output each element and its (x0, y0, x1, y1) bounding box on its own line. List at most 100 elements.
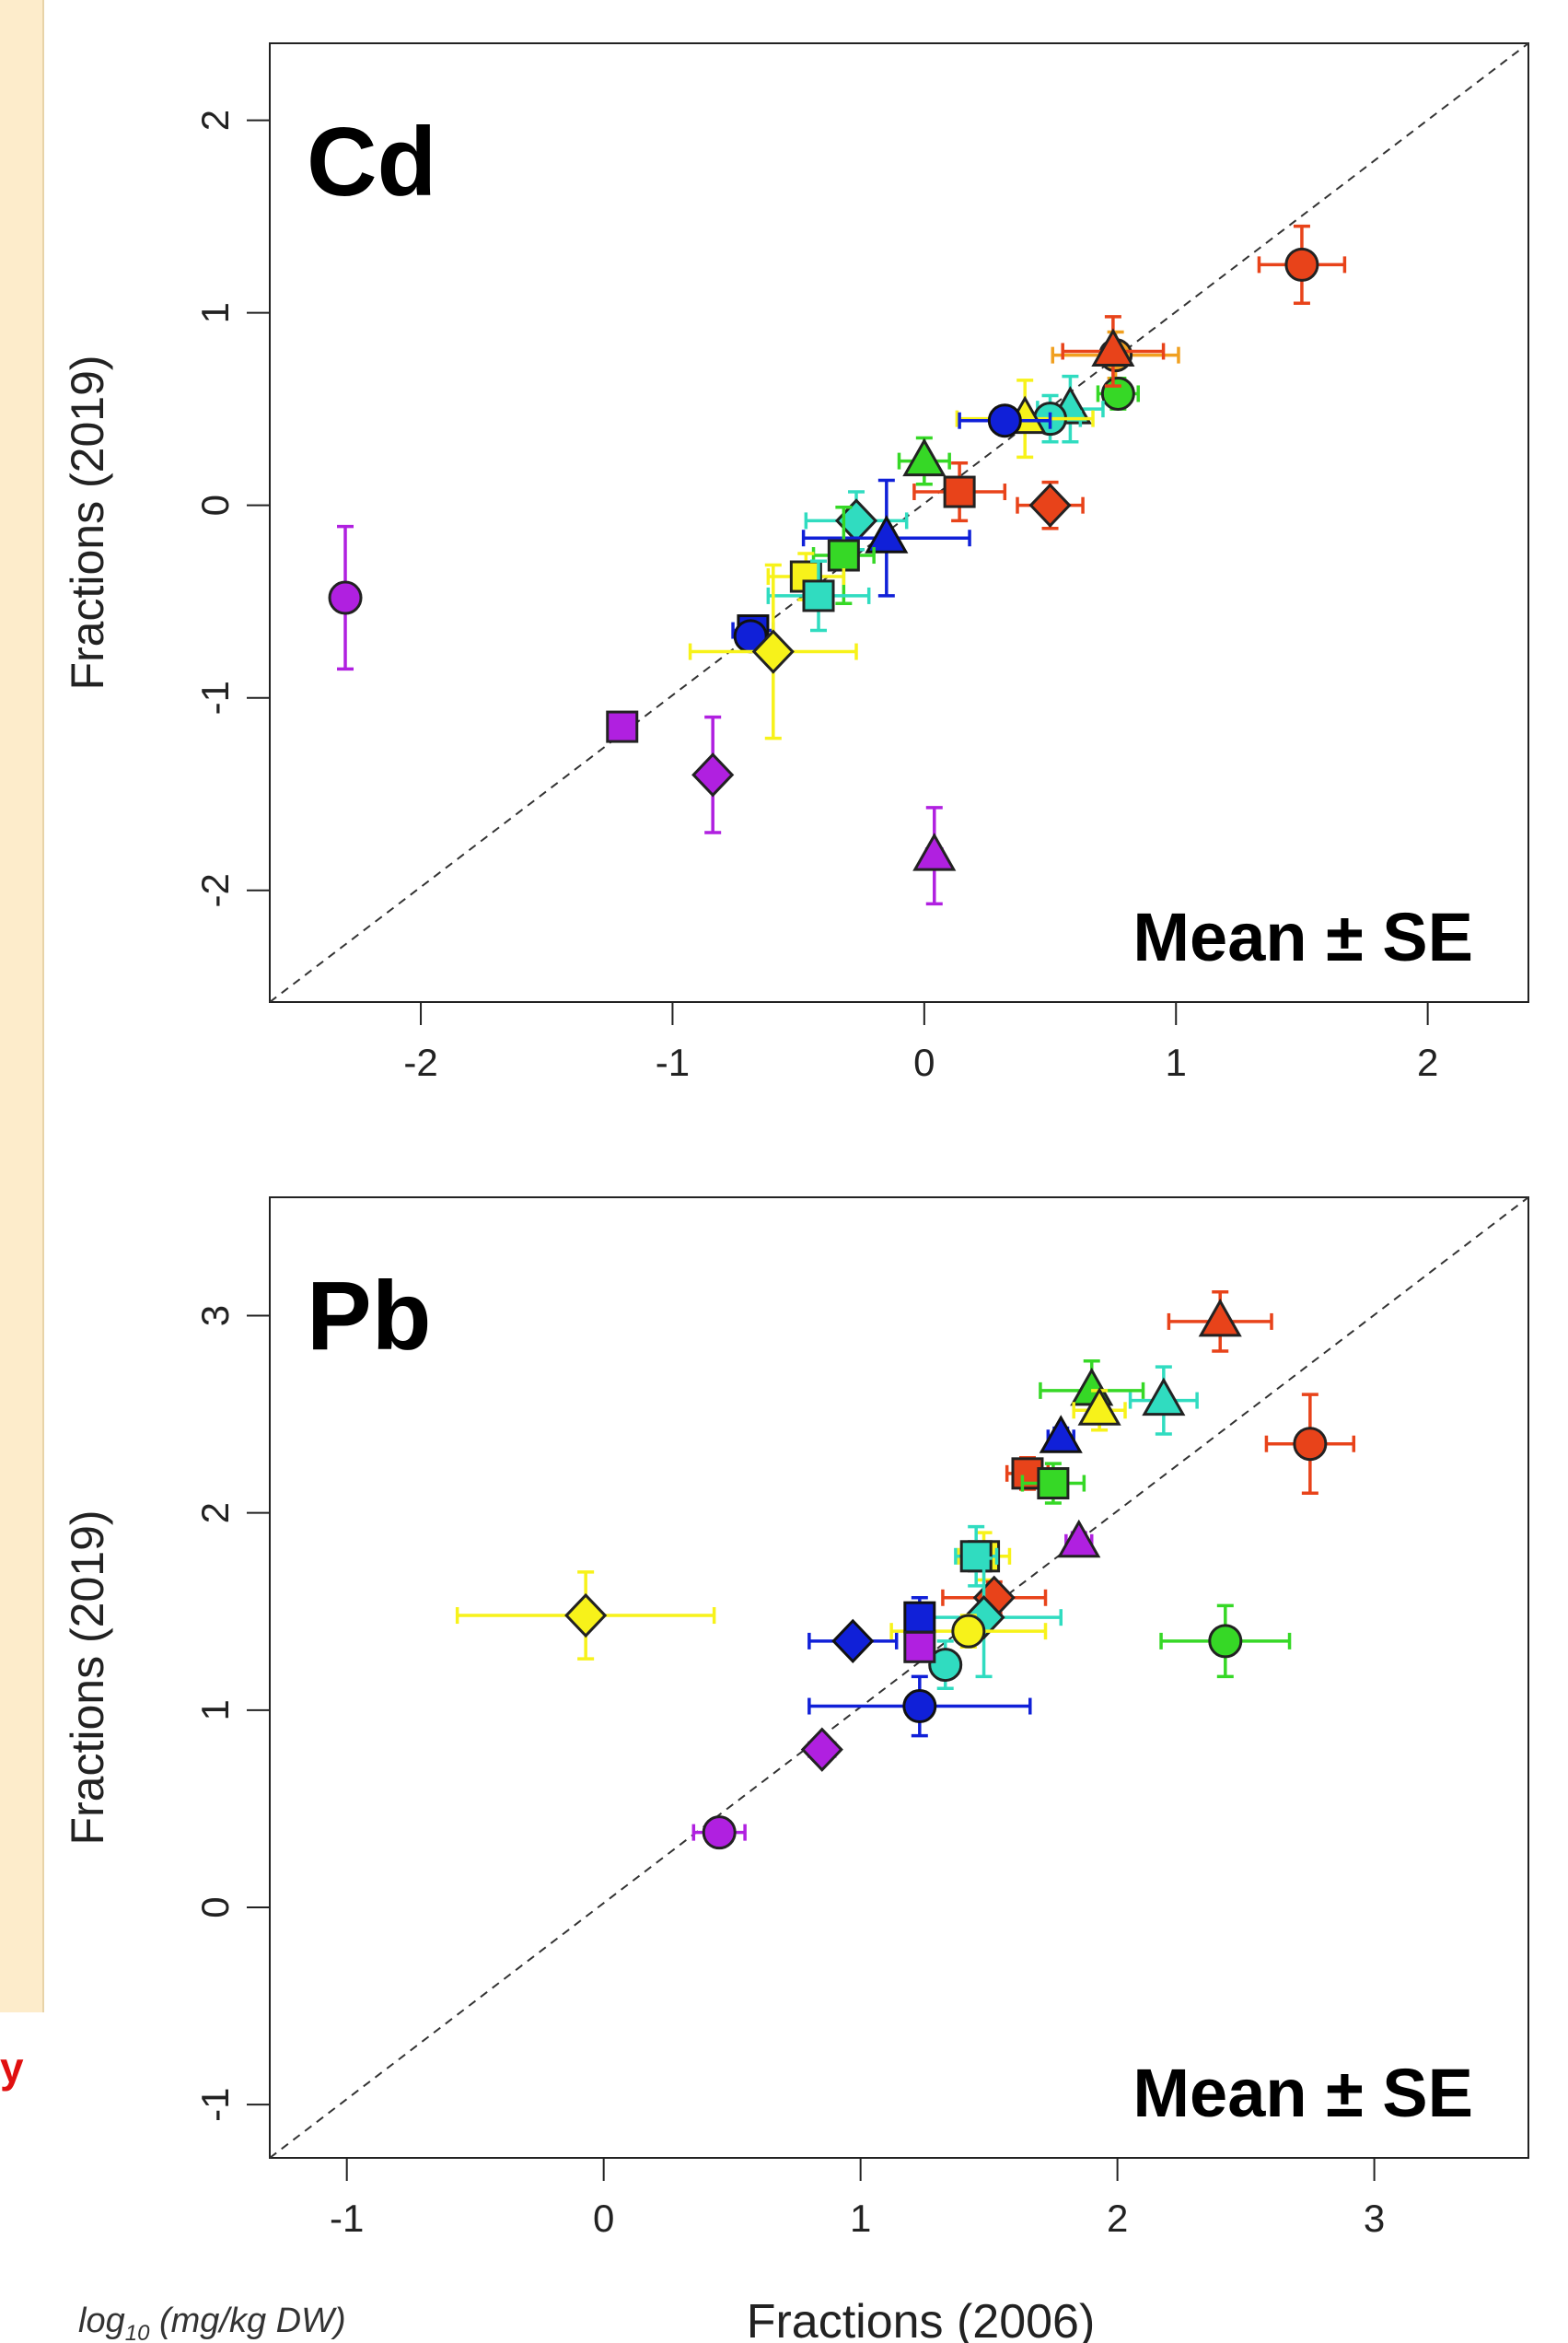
marker-triangle (902, 437, 947, 477)
y-tick-label: -2 (193, 873, 237, 907)
x-tick-label: 0 (593, 2197, 614, 2240)
marker-circle (987, 403, 1022, 438)
marker-circle (951, 1614, 986, 1649)
marker-diamond (564, 1592, 608, 1638)
marker-diamond (751, 629, 795, 674)
units-log: log (78, 2302, 125, 2340)
marker-square (943, 475, 976, 508)
y-tick-label: 1 (193, 302, 237, 323)
marker-square (802, 579, 835, 612)
marker-triangle (912, 833, 957, 871)
data-point (912, 460, 1007, 523)
units-subscript: 10 (125, 2321, 150, 2343)
chart-panel-cd: -2 -1 0 1 2 -2 -1 0 1 2 Fractions (2019) Cd Mean ± S… (62, 42, 1529, 1084)
panel-label: Cd (307, 108, 436, 216)
marker-triangle (1077, 1387, 1121, 1426)
y-tick-label: 2 (193, 1502, 237, 1523)
marker-square (1037, 1467, 1070, 1500)
marker-diamond (800, 1727, 843, 1772)
data-point (1020, 1462, 1086, 1505)
data-point (800, 1727, 843, 1772)
marker-triangle (1142, 1377, 1186, 1416)
data-point (328, 524, 363, 671)
data-point (912, 806, 957, 906)
x-tick-label: 1 (850, 2197, 871, 2240)
marker-square (903, 1601, 936, 1634)
data-point (811, 506, 876, 606)
marker-square (606, 710, 639, 743)
marker-circle (1100, 376, 1135, 411)
side-panel (0, 0, 44, 2012)
x-tick-label: -1 (330, 2197, 364, 2240)
marker-square (959, 1540, 993, 1573)
marker-diamond (1028, 483, 1072, 528)
y-tick-label: -1 (193, 681, 237, 715)
marker-diamond (691, 752, 735, 798)
y-axis-label: Fractions (2019) (62, 355, 113, 690)
data-point (606, 710, 639, 743)
data-point (766, 559, 871, 633)
data-point (928, 1639, 963, 1691)
marker-circle (702, 1815, 737, 1850)
data-point (1128, 1365, 1199, 1436)
marker-circle (902, 1689, 937, 1724)
marker-triangle (1198, 1298, 1242, 1337)
units-rest: (mg/kg DW) (149, 2302, 345, 2340)
y-tick-label: 2 (193, 110, 237, 131)
reference-line (269, 42, 1529, 1003)
marker-circle (928, 1648, 963, 1683)
data-point (455, 1570, 716, 1661)
marker-circle (328, 580, 363, 615)
data-point (691, 715, 735, 834)
data-point (1167, 1290, 1273, 1353)
data-point (1072, 1387, 1127, 1432)
y-axis-label: Fractions (2019) (62, 1510, 113, 1845)
marker-square (827, 539, 860, 572)
x-axis-label: Fractions (2006) (747, 2295, 1096, 2343)
y-tick-label: 3 (193, 1305, 237, 1326)
data-point (1257, 224, 1347, 305)
data-point (1057, 1519, 1101, 1558)
units-label: log10 (mg/kg DW) (78, 2302, 346, 2343)
svg-text:log10 (mg/kg DW): log10 (mg/kg DW) (78, 2302, 346, 2343)
mean-se-annotation: Mean ± SE (1132, 2055, 1473, 2131)
x-tick-label: 0 (913, 1041, 935, 1084)
marker-diamond (831, 1618, 875, 1664)
plot-frame (269, 42, 1529, 1003)
x-tick-label: 3 (1364, 2197, 1385, 2240)
panel-label: Pb (307, 1262, 431, 1370)
data-point (807, 1674, 1032, 1738)
x-tick-label: 2 (1107, 2197, 1128, 2240)
y-tick-label: 1 (193, 1699, 237, 1720)
data-point (691, 1815, 747, 1850)
data-point (1039, 1415, 1083, 1453)
x-tick-label: 2 (1417, 1041, 1438, 1084)
marker-triangle (1091, 328, 1135, 367)
y-tick-label: 0 (193, 495, 237, 516)
x-tick-label: -1 (656, 1041, 690, 1084)
data-point (903, 1630, 936, 1663)
data-point (1159, 1603, 1292, 1679)
x-tick-label: 1 (1166, 1041, 1187, 1084)
marker-circle (1284, 247, 1319, 282)
reference-line (269, 1196, 1529, 2159)
marker-triangle (1039, 1415, 1083, 1453)
data-point (1264, 1393, 1356, 1496)
data-point (954, 1524, 999, 1588)
data-point (807, 1618, 899, 1664)
data-point (1061, 315, 1166, 388)
marker-circle (1208, 1624, 1243, 1659)
data-point (801, 478, 971, 598)
data-point (1016, 480, 1085, 530)
marker-circle (1293, 1427, 1328, 1462)
side-panel-text: y (0, 2044, 24, 2092)
marker-triangle (1057, 1519, 1101, 1558)
marker-square (903, 1630, 936, 1663)
chart-panel-pb: -1 0 1 2 3 -1 0 1 2 3 Fractions (2019) Pb Mean ± SE (62, 1196, 1529, 2240)
data-points (328, 224, 1347, 906)
data-point (733, 619, 768, 654)
x-tick-label: -2 (403, 1041, 437, 1084)
plot-frame (269, 1196, 1529, 2159)
data-point (958, 403, 1052, 438)
